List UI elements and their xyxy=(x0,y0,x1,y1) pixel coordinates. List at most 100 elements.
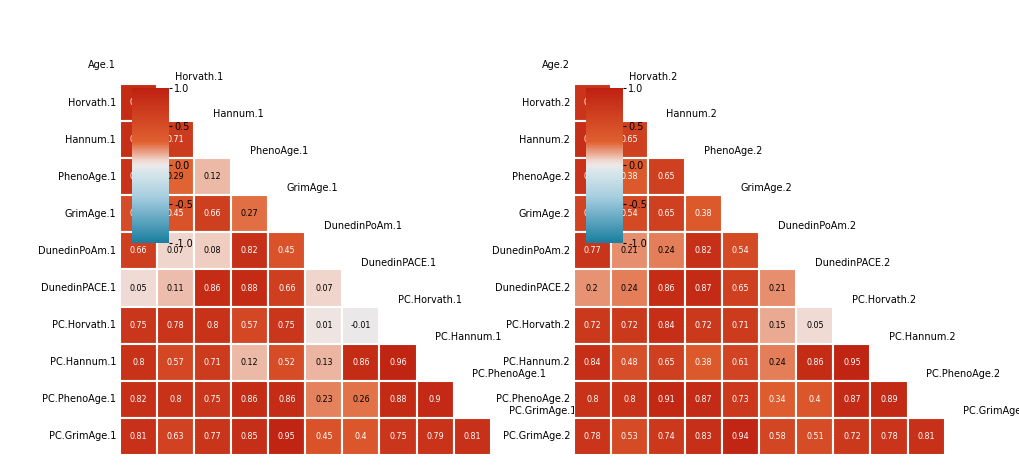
Bar xyxy=(610,307,647,344)
Bar xyxy=(119,158,157,195)
Text: PC.PhenoAge.2: PC.PhenoAge.2 xyxy=(925,369,1000,379)
Bar xyxy=(758,270,796,307)
Text: 0.51: 0.51 xyxy=(805,432,823,441)
Bar xyxy=(342,344,379,381)
Bar xyxy=(231,270,268,307)
Text: 0.38: 0.38 xyxy=(694,209,711,219)
Text: 0.79: 0.79 xyxy=(426,432,443,441)
Bar xyxy=(685,195,721,232)
Bar xyxy=(573,84,610,121)
Bar xyxy=(721,344,758,381)
Text: 0.78: 0.78 xyxy=(583,98,600,107)
Text: 0.38: 0.38 xyxy=(694,358,711,367)
Text: 0.86: 0.86 xyxy=(129,98,147,107)
Bar xyxy=(610,381,647,418)
Text: 0.75: 0.75 xyxy=(277,321,296,330)
Bar xyxy=(758,307,796,344)
Bar xyxy=(685,307,721,344)
Bar xyxy=(907,418,944,455)
Text: 0.57: 0.57 xyxy=(166,358,184,367)
Bar xyxy=(231,381,268,418)
Text: 0.24: 0.24 xyxy=(657,246,675,256)
Bar xyxy=(194,158,231,195)
Text: DunedinPACE.1: DunedinPACE.1 xyxy=(361,257,436,268)
Text: 0.86: 0.86 xyxy=(204,283,221,293)
Text: 0.85: 0.85 xyxy=(240,432,258,441)
Text: 0.81: 0.81 xyxy=(129,432,147,441)
Text: PhenoAge.2: PhenoAge.2 xyxy=(703,146,761,156)
Text: 0.65: 0.65 xyxy=(657,358,675,367)
Text: PC.Horvath.2: PC.Horvath.2 xyxy=(505,320,570,330)
Bar xyxy=(721,270,758,307)
Text: GrimAge.2: GrimAge.2 xyxy=(518,209,570,219)
Text: DunedinPoAm.1: DunedinPoAm.1 xyxy=(38,246,116,256)
Bar xyxy=(610,232,647,270)
Text: 0.45: 0.45 xyxy=(166,209,184,219)
Bar xyxy=(721,418,758,455)
Text: PC.Horvath.2: PC.Horvath.2 xyxy=(851,295,915,305)
Text: 0.79: 0.79 xyxy=(129,172,147,181)
Text: Horvath.1: Horvath.1 xyxy=(68,98,116,107)
Text: DunedinPACE.1: DunedinPACE.1 xyxy=(41,283,116,293)
Bar xyxy=(796,381,833,418)
Bar xyxy=(157,381,194,418)
Bar xyxy=(305,418,342,455)
Text: PC.GrimAge.2: PC.GrimAge.2 xyxy=(962,406,1019,416)
Text: 0.8: 0.8 xyxy=(169,395,181,404)
Bar xyxy=(573,121,610,158)
Bar xyxy=(685,344,721,381)
Bar xyxy=(379,344,416,381)
Bar xyxy=(268,232,305,270)
Text: 0.85: 0.85 xyxy=(583,135,600,144)
Bar xyxy=(342,418,379,455)
Text: DunedinPoAm.2: DunedinPoAm.2 xyxy=(777,220,855,231)
Bar xyxy=(610,418,647,455)
Text: PC.GrimAge.1: PC.GrimAge.1 xyxy=(49,431,116,441)
Text: 0.24: 0.24 xyxy=(768,358,786,367)
Bar xyxy=(379,381,416,418)
Text: Age.2: Age.2 xyxy=(541,61,570,70)
Text: 0.86: 0.86 xyxy=(278,395,296,404)
Text: 0.66: 0.66 xyxy=(129,246,147,256)
Text: 0.2: 0.2 xyxy=(585,283,598,293)
Text: 0.24: 0.24 xyxy=(620,283,638,293)
Text: PhenoAge.1: PhenoAge.1 xyxy=(250,146,308,156)
Text: 0.65: 0.65 xyxy=(620,135,638,144)
Text: 0.01: 0.01 xyxy=(315,321,332,330)
Text: 0.45: 0.45 xyxy=(277,246,296,256)
Text: 0.85: 0.85 xyxy=(129,135,147,144)
Text: 0.71: 0.71 xyxy=(731,321,749,330)
Text: 0.13: 0.13 xyxy=(315,358,332,367)
Bar xyxy=(268,381,305,418)
Text: 0.08: 0.08 xyxy=(204,246,221,256)
Text: 0.87: 0.87 xyxy=(843,395,860,404)
Bar xyxy=(379,418,416,455)
Bar xyxy=(647,158,685,195)
Bar xyxy=(647,344,685,381)
Text: 0.78: 0.78 xyxy=(583,432,600,441)
Bar xyxy=(647,270,685,307)
Text: 0.58: 0.58 xyxy=(768,432,786,441)
Bar xyxy=(416,381,453,418)
Bar xyxy=(305,344,342,381)
Text: 0.65: 0.65 xyxy=(657,172,675,181)
Bar xyxy=(869,381,907,418)
Bar xyxy=(721,381,758,418)
Text: 0.38: 0.38 xyxy=(620,172,638,181)
Text: 0.65: 0.65 xyxy=(657,209,675,219)
Bar xyxy=(685,381,721,418)
Text: 0.71: 0.71 xyxy=(166,135,184,144)
Text: 0.91: 0.91 xyxy=(657,395,675,404)
Text: 0.86: 0.86 xyxy=(805,358,822,367)
Text: 0.75: 0.75 xyxy=(129,321,147,330)
Text: 0.21: 0.21 xyxy=(620,246,638,256)
Text: 0.27: 0.27 xyxy=(240,209,258,219)
Bar xyxy=(796,344,833,381)
Bar xyxy=(231,232,268,270)
Text: 0.81: 0.81 xyxy=(916,432,934,441)
Bar xyxy=(573,195,610,232)
Bar xyxy=(119,270,157,307)
Text: 0.9: 0.9 xyxy=(428,395,441,404)
Bar xyxy=(685,270,721,307)
Text: PC.PhenoAge.1: PC.PhenoAge.1 xyxy=(472,369,546,379)
